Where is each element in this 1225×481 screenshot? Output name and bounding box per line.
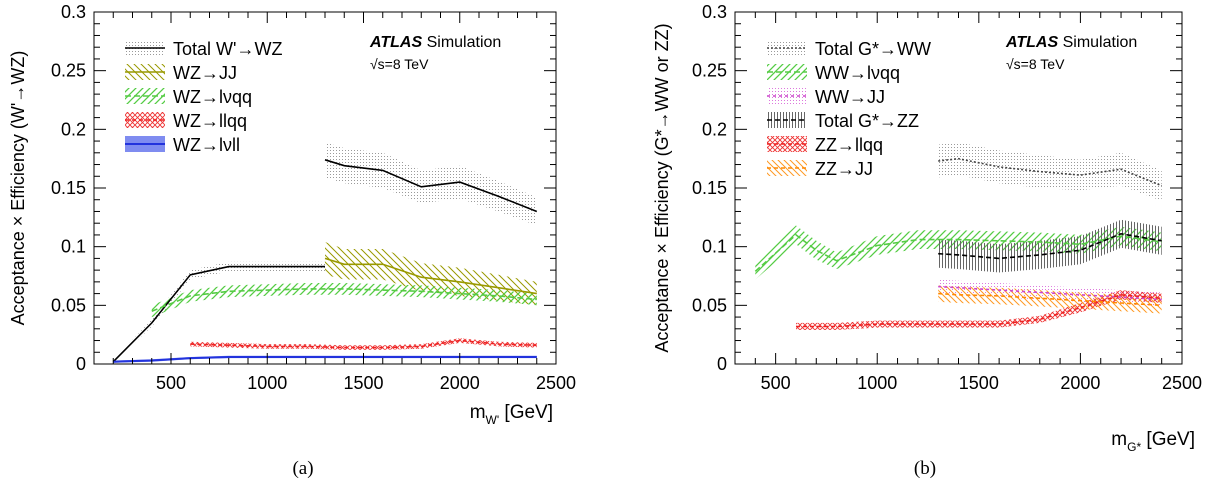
legend-label: WW→JJ [815, 87, 885, 107]
y-axis-label: Acceptance × Efficiency (W'→WZ) [8, 51, 28, 326]
y-tick-label: 0.3 [61, 2, 86, 22]
y-tick-label: 0.15 [51, 178, 86, 198]
y-tick-label: 0.05 [51, 295, 86, 315]
x-tick-label: 500 [156, 373, 186, 393]
series-line-4-seg-1 [938, 232, 1162, 260]
atlas-annotation: ATLAS Simulation [369, 34, 501, 51]
x-tick-label: 2000 [440, 373, 480, 393]
panel-a: 500 1000 1500 2000 2500 0 0.05 0.1 0.15 0.2 0.25 0.… [8, 2, 576, 427]
series-band-1-seg-1 [938, 142, 1162, 201]
x-axis-label: mW' [GeV] [470, 402, 553, 427]
series-line-1-seg-1 [938, 157, 1163, 187]
y-tick-label: 0.2 [61, 119, 86, 139]
y-tick-label: 0 [717, 354, 727, 374]
y-tick-label: 0.1 [702, 237, 727, 257]
x-tick-label: 1500 [343, 373, 383, 393]
series-band-3-seg-1 [151, 283, 537, 318]
x-axis-label: mG* [GeV] [1111, 429, 1195, 454]
series-line-1-seg-1 [112, 265, 325, 363]
legend-label: WZ→lνll [173, 135, 240, 155]
y-tick-label: 0.3 [702, 2, 727, 22]
x-tick-label: 1000 [857, 373, 897, 393]
legend-label: Total W'→WZ [173, 39, 282, 59]
panel-label-b: (b) [914, 458, 936, 479]
y-tick-label: 0.2 [702, 119, 727, 139]
legend-label: WZ→lνqq [173, 87, 252, 107]
y-tick-label: 0 [76, 354, 86, 374]
y-tick-label: 0.05 [692, 295, 727, 315]
legend-label: WW→lνqq [815, 63, 900, 83]
legend-label: ZZ→llqq [815, 135, 883, 155]
series-line-2-seg-1 [324, 257, 537, 295]
legend-label: ZZ→JJ [815, 159, 873, 179]
y-tick-label: 0.25 [51, 61, 86, 81]
legend-label: WZ→llqq [173, 111, 247, 131]
y-tick-label: 0.25 [692, 61, 727, 81]
legend-swatch-band [767, 136, 807, 152]
legend-label: WZ→JJ [173, 63, 237, 83]
y-tick-label: 0.15 [692, 178, 727, 198]
y-tick-label: 0.1 [61, 237, 86, 257]
series-line-1-seg-2 [324, 159, 538, 213]
series-line-2-seg-1 [754, 233, 1162, 272]
series-band-6-seg-1 [938, 285, 1162, 314]
panel-b: 500 1000 1500 2000 2500 0 0.05 0.1 0.15 0.2 0.25 0.… [652, 2, 1202, 454]
legend-label: Total G*→ZZ [815, 111, 919, 131]
series-line-3-seg-1 [938, 285, 1162, 301]
x-tick-label: 1500 [959, 373, 999, 393]
panel-label-a: (a) [292, 458, 313, 479]
energy-annotation: √s=8 TeV [370, 56, 429, 72]
series-band-1-seg-2 [325, 142, 537, 226]
series-line-6-seg-1 [938, 292, 1162, 307]
legend-label: Total G*→WW [815, 39, 931, 59]
series-line-3-seg-1 [151, 288, 537, 312]
series-line-5-seg-1 [796, 293, 1162, 328]
legend-swatch-band [767, 160, 807, 176]
legend-swatch-band [125, 112, 165, 128]
x-tick-label: 2000 [1060, 373, 1100, 393]
x-tick-label: 1000 [247, 373, 287, 393]
x-tick-label: 2500 [1162, 373, 1202, 393]
y-axis-label: Acceptance × Efficiency (G*→WW or ZZ) [652, 23, 672, 352]
x-tick-label: 2500 [536, 373, 576, 393]
x-tick-label: 500 [761, 373, 791, 393]
series-line-5-seg-1 [113, 356, 537, 363]
series-band-4-seg-1 [938, 219, 1162, 273]
series-band-4-seg-1 [190, 338, 537, 350]
atlas-annotation: ATLAS Simulation [1005, 34, 1137, 51]
series-line-4-seg-1 [190, 339, 537, 349]
energy-annotation: √s=8 TeV [1006, 56, 1065, 72]
